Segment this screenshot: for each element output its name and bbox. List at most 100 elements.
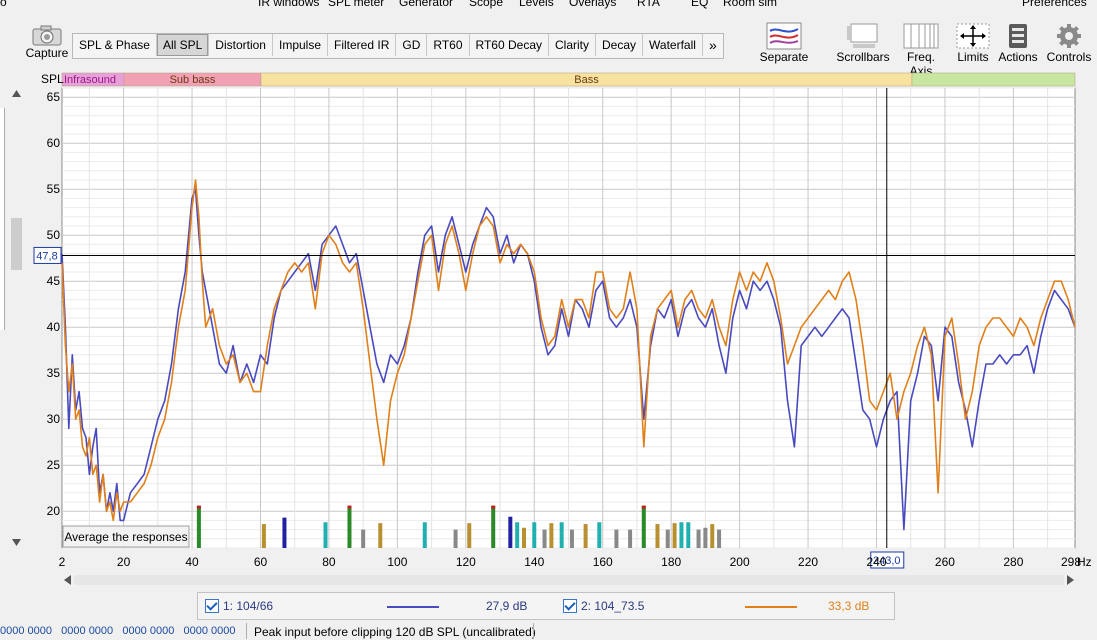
- tab-rt60-decay[interactable]: RT60 Decay: [470, 34, 549, 56]
- tabs-more-button[interactable]: »: [708, 37, 717, 53]
- tab-rt60[interactable]: RT60: [427, 34, 470, 56]
- scroll-up-icon[interactable]: [12, 90, 21, 97]
- menu-item-rta[interactable]: RTA: [637, 0, 660, 9]
- x-axis-unit: Hz: [1077, 555, 1092, 569]
- menu-item-o[interactable]: o: [0, 0, 7, 9]
- peak-marker: [508, 516, 513, 548]
- menu-item-levels[interactable]: Levels: [519, 0, 554, 9]
- x-tick-label: 180: [661, 555, 681, 569]
- tab-decay[interactable]: Decay: [596, 34, 644, 56]
- x-tick-label: 80: [322, 555, 336, 569]
- peak-marker: [323, 522, 328, 548]
- capture-button[interactable]: Capture: [24, 24, 70, 60]
- cursor-x-box: [870, 551, 905, 569]
- peak-marker: [614, 529, 619, 548]
- peak-marker: [549, 523, 554, 548]
- peak-marker: [532, 522, 537, 548]
- controls-button[interactable]: Controls: [1045, 22, 1093, 64]
- peak-marker-cap: [196, 505, 201, 509]
- graph-tabs: SPL & Phase All SPL Distortion Impulse F…: [72, 33, 724, 59]
- average-responses-button[interactable]: Average the responses: [62, 525, 190, 548]
- series-1-value: 27,9 dB: [486, 599, 528, 613]
- x-tick-label: 260: [935, 555, 955, 569]
- scroll-right-icon[interactable]: [1067, 575, 1074, 585]
- peak-marker: [686, 522, 691, 548]
- menu-item-overlays[interactable]: Overlays: [569, 0, 617, 9]
- peak-marker-cap: [347, 505, 352, 509]
- scrollbars-icon: [847, 23, 878, 48]
- series-1-checkbox[interactable]: [205, 599, 219, 613]
- series-1-name: 1: 104/66: [223, 599, 274, 613]
- peak-marker: [583, 524, 588, 548]
- status-divider: [533, 623, 534, 639]
- y-tick-label: 40: [47, 320, 61, 334]
- peak-marker: [597, 522, 602, 548]
- tab-gd[interactable]: GD: [396, 34, 428, 56]
- x-tick-label: 240: [866, 555, 886, 569]
- peak-marker: [672, 523, 677, 548]
- peak-marker-cap: [641, 505, 646, 509]
- y-tick-label: 45: [47, 274, 61, 288]
- peak-marker: [710, 524, 715, 548]
- average-responses-label: Average the responses: [64, 530, 187, 544]
- tab-all-spl[interactable]: All SPL: [156, 34, 210, 56]
- x-tick-label: 140: [524, 555, 544, 569]
- peak-marker: [522, 527, 527, 548]
- peak-marker: [282, 517, 287, 548]
- x-tick-label: 100: [387, 555, 407, 569]
- limits-button[interactable]: Limits: [953, 22, 993, 64]
- gear-icon: [1057, 24, 1081, 48]
- vertical-scrollbar[interactable]: [10, 88, 23, 548]
- peak-marker: [665, 529, 670, 548]
- peak-marker: [453, 529, 458, 548]
- series-2-value: 33,3 dB: [828, 599, 870, 613]
- y-tick-label: 50: [47, 228, 61, 242]
- menu-item-room-sim[interactable]: Room sim: [723, 0, 778, 9]
- scroll-down-icon[interactable]: [12, 539, 21, 546]
- menu-item-scope[interactable]: Scope: [469, 0, 504, 9]
- series-2-swatch: [745, 606, 797, 608]
- separate-label: Separate: [759, 50, 809, 64]
- menu-item-eq[interactable]: EQ: [691, 0, 709, 9]
- tab-distortion[interactable]: Distortion: [209, 34, 273, 56]
- peak-marker: [196, 505, 201, 548]
- menu-item-ir-windows[interactable]: IR windows: [258, 0, 320, 9]
- actions-icon: [1009, 24, 1027, 48]
- status-bar: 0000 0000 0000 0000 0000 0000 0000 0000 …: [0, 621, 1097, 640]
- x-tick-label: 120: [456, 555, 476, 569]
- peak-marker: [261, 524, 266, 548]
- horizontal-scroll-thumb[interactable]: [74, 575, 1064, 585]
- scroll-left-icon[interactable]: [64, 575, 71, 585]
- horizontal-scrollbar[interactable]: [62, 573, 1076, 587]
- actions-button[interactable]: Actions: [996, 22, 1040, 64]
- menu-bar: o IR windows SPL meter Generator Scope L…: [0, 0, 1097, 10]
- menu-item-generator[interactable]: Generator: [399, 0, 454, 9]
- peak-marker: [559, 522, 564, 548]
- tab-filtered-ir[interactable]: Filtered IR: [328, 34, 397, 56]
- cursor-y-label: 47,8: [36, 250, 57, 262]
- menu-item-preferences[interactable]: Preferences: [1022, 0, 1087, 9]
- x-tick-label: 40: [185, 555, 199, 569]
- x-tick-label: 60: [254, 555, 268, 569]
- y-tick-label: 35: [47, 366, 61, 380]
- tab-clarity[interactable]: Clarity: [549, 34, 597, 56]
- x-tick-label: 20: [117, 555, 131, 569]
- x-tick-label: 298: [1061, 555, 1081, 569]
- tab-spl-phase[interactable]: SPL & Phase: [73, 34, 157, 56]
- y-tick-label: 20: [47, 504, 61, 518]
- peak-marker: [491, 505, 496, 548]
- series-2-checkbox[interactable]: [563, 599, 577, 613]
- y-axis-title: SPL: [41, 72, 64, 86]
- tab-impulse[interactable]: Impulse: [273, 34, 329, 56]
- vertical-scroll-thumb[interactable]: [11, 218, 22, 270]
- scrollbars-button[interactable]: Scrollbars: [836, 22, 890, 64]
- series-1-swatch: [387, 606, 439, 608]
- menu-item-spl-meter[interactable]: SPL meter: [328, 0, 385, 9]
- peak-marker: [347, 505, 352, 548]
- capture-label: Capture: [25, 46, 69, 60]
- separate-button[interactable]: Separate: [758, 22, 810, 64]
- x-tick-label: 280: [1003, 555, 1023, 569]
- status-peak-input: Peak input before clipping 120 dB SPL (u…: [254, 625, 536, 639]
- tab-waterfall[interactable]: Waterfall: [643, 34, 703, 56]
- spl-chart[interactable]: Infrasound Sub bass Bass 47,8 243,0 65 60 55 5…: [0, 70, 1097, 575]
